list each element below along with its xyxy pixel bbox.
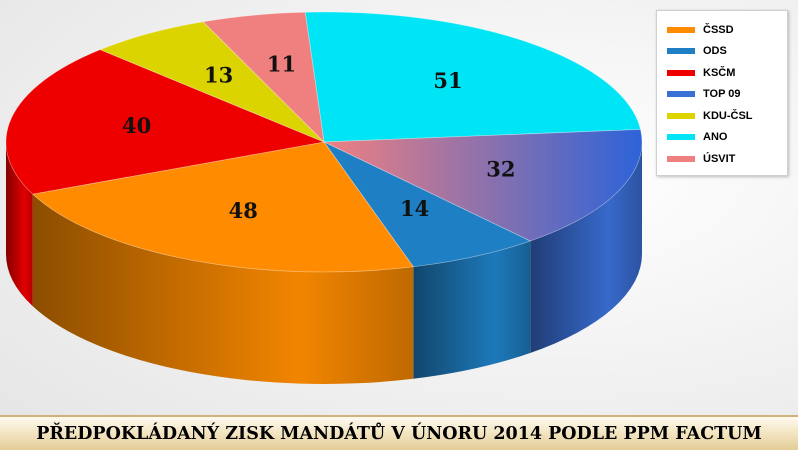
chart-legend: ČSSD ODS KSČM TOP 09 KDU-ČSL ANO ÚSVIT [656,10,788,176]
pie-label-kducsl: 13 [204,62,233,87]
pie-slice-usvit [202,11,325,144]
legend-item-ano: ANO [667,127,787,149]
legend-item-top09: TOP 09 [667,84,787,106]
pie-label-kscm: 40 [122,113,151,138]
legend-swatch-kscm [667,69,695,76]
pie-side-kscm [5,142,33,307]
legend-label-cssd: ČSSD [703,23,734,36]
chart-title: PŘEDPOKLÁDANÝ ZISK MANDÁTŮ V ÚNORU 2014 … [36,423,762,444]
legend-swatch-ano [667,134,695,141]
legend-label-ano: ANO [703,131,728,144]
legend-swatch-cssd [667,26,695,33]
pie-label-ods: 14 [400,196,429,221]
legend-swatch-ods [667,48,695,55]
legend-swatch-usvit [667,155,695,162]
legend-swatch-top09 [667,91,695,98]
pie-side-top09 [530,142,642,353]
pie-label-ano: 51 [433,68,462,93]
pie-slice-kscm [5,49,326,195]
pie-slice-ods [323,141,532,268]
pie-label-cssd: 48 [229,198,258,223]
legend-swatch-kducsl [667,112,695,119]
pie-slice-ano [304,11,642,143]
pie-slice-cssd [31,141,415,273]
pie-slice-top09 [323,129,643,242]
pie-side-ods [413,240,531,379]
pie-slice-kducsl [99,21,325,143]
legend-item-ods: ODS [667,41,787,63]
legend-label-ods: ODS [703,45,727,58]
legend-item-kscm: KSČM [667,62,787,84]
legend-label-usvit: ÚSVIT [703,152,736,165]
pie-label-top09: 32 [486,157,515,182]
title-bar: PŘEDPOKLÁDANÝ ZISK MANDÁTŮ V ÚNORU 2014 … [0,415,798,450]
pie-label-usvit: 11 [267,51,296,76]
legend-label-kscm: KSČM [703,66,736,79]
legend-label-top09: TOP 09 [703,88,741,101]
legend-label-kducsl: KDU-ČSL [703,109,753,122]
legend-item-cssd: ČSSD [667,19,787,41]
legend-item-kducsl: KDU-ČSL [667,105,787,127]
pie-side-cssd [32,194,414,384]
legend-item-usvit: ÚSVIT [667,148,787,170]
